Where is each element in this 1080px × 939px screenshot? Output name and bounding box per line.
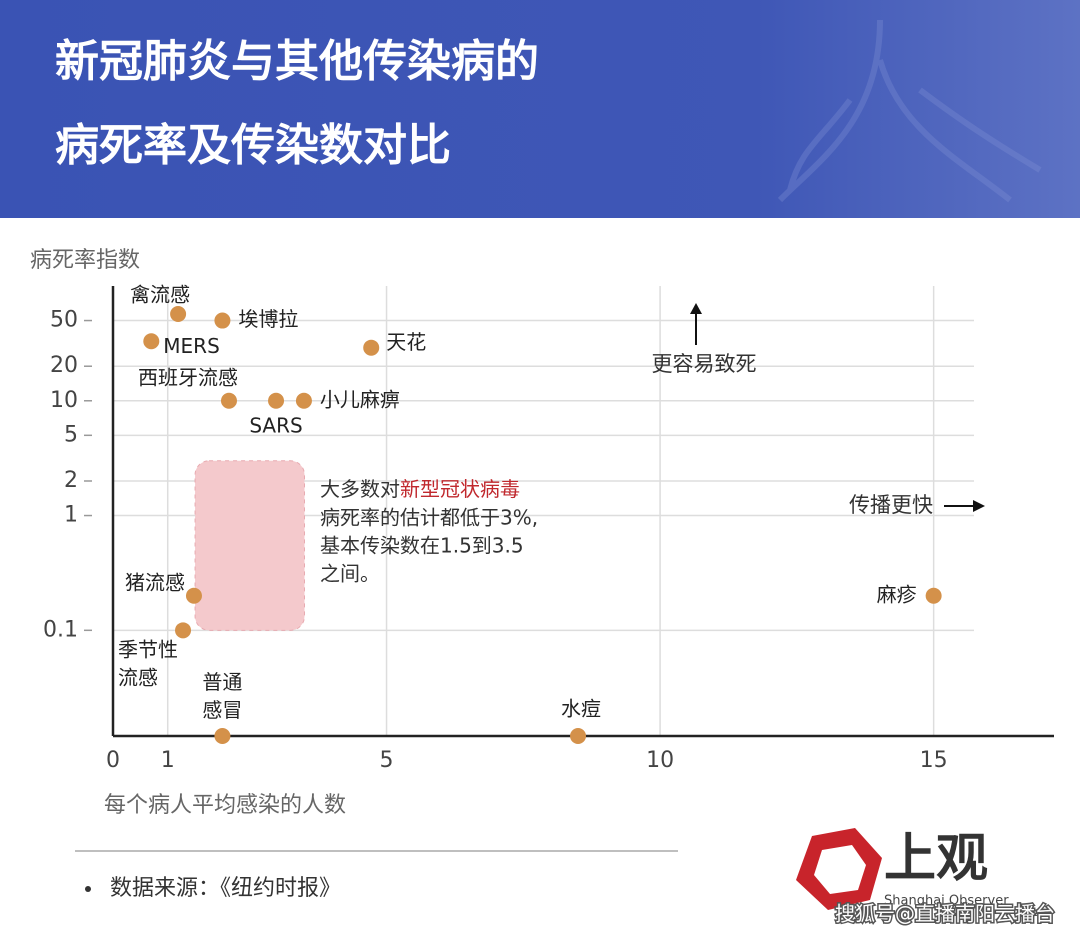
data-point (220, 392, 237, 409)
annotation-text: 之间。 (320, 562, 380, 586)
point-label: 季节性流感 (118, 637, 178, 689)
data-point (295, 392, 312, 409)
data-point (185, 587, 202, 604)
y-tick-label: 5 (64, 422, 78, 447)
y-tick-label: 0.1 (43, 617, 78, 642)
logo-mark-inner (814, 845, 866, 894)
point-label: MERS (163, 334, 219, 358)
y-tick-label: 50 (50, 308, 78, 333)
arrow-right-label: 传播更快 (849, 493, 933, 517)
annotation-text: 病死率的估计都低于3%, (320, 506, 538, 530)
watermark: 搜狐号@直播南阳云播台 (835, 902, 1055, 926)
estimate-region (194, 460, 305, 631)
data-point (925, 587, 942, 604)
x-tick-label: 0 (106, 748, 120, 773)
point-label: SARS (249, 413, 302, 437)
point-label: 天花 (386, 330, 426, 354)
x-axis-title: 每个病人平均感染的人数 (104, 793, 346, 818)
point-label: 小儿麻痹 (320, 387, 400, 411)
point-label: 西班牙流感 (138, 365, 238, 389)
annotation-highlight: 新型冠状病毒 (400, 477, 520, 501)
title-line: 病死率及传染数对比 (55, 120, 451, 171)
annotation: 大多数对新型冠状病毒 (320, 477, 520, 501)
arrow-head (690, 303, 702, 314)
x-tick-label: 1 (161, 748, 175, 773)
x-tick-label: 15 (920, 748, 948, 773)
annotation-text: 基本传染数在1.5到3.5 (320, 534, 524, 558)
logo-sub: Shanghai Observer (884, 894, 1009, 909)
data-point (570, 728, 587, 744)
point-label: 水痘 (561, 697, 601, 721)
point-label: 麻疹 (877, 582, 917, 606)
annotation-text: 大多数对 (320, 477, 400, 501)
lung-decoration (777, 19, 1042, 203)
data-point (143, 333, 160, 350)
bullet (85, 886, 91, 892)
point-label: 猪流感 (125, 570, 185, 594)
y-tick-label: 1 (64, 503, 78, 528)
y-tick-label: 2 (64, 468, 78, 493)
arrow-up-label: 更容易致死 (652, 352, 757, 376)
y-axis-title: 病死率指数 (30, 248, 140, 273)
x-tick-label: 10 (646, 748, 674, 773)
data-point (214, 728, 231, 744)
point-label: 禽流感 (130, 283, 190, 307)
y-tick-label: 20 (50, 353, 78, 378)
point-label: 埃博拉 (238, 307, 298, 331)
data-point (214, 312, 231, 329)
y-tick-label: 10 (50, 388, 78, 413)
data-point (363, 339, 380, 356)
header-band (0, 0, 1080, 218)
logo-name: 上观 (884, 829, 988, 889)
x-tick-label: 5 (380, 748, 394, 773)
data-point (170, 306, 187, 323)
point-label: 普通感冒 (202, 670, 242, 722)
title-line: 新冠肺炎与其他传染病的 (55, 36, 539, 87)
arrow-head (973, 500, 985, 512)
data-point (175, 622, 192, 639)
source: 数据来源：《纽约时报》 (110, 876, 341, 901)
data-point (268, 392, 285, 409)
